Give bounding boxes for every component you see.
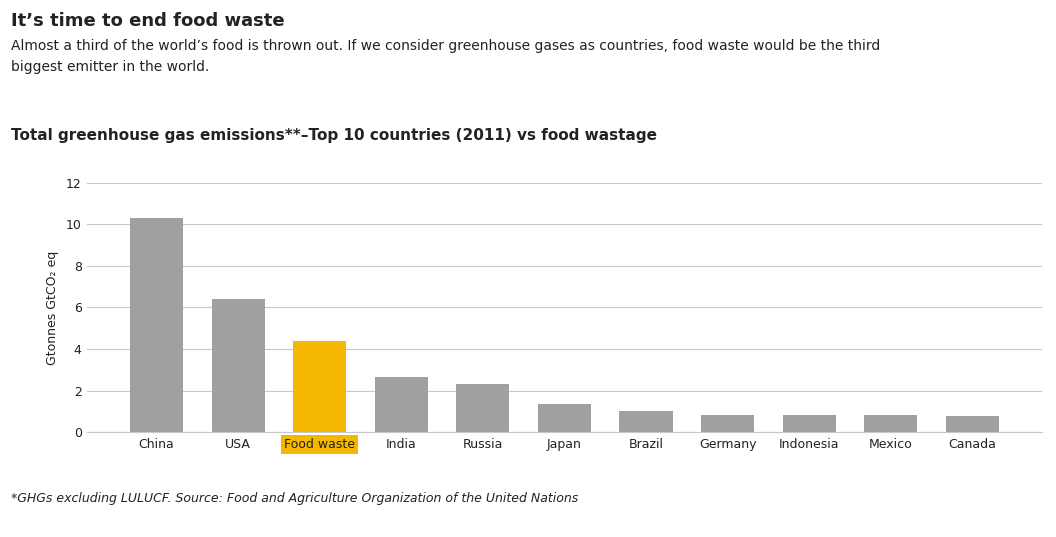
Text: *GHGs excluding LULUCF. Source: Food and Agriculture Organization of the United : *GHGs excluding LULUCF. Source: Food and… — [11, 492, 578, 505]
Bar — [375, 377, 428, 432]
Bar — [538, 404, 591, 432]
Bar — [782, 415, 835, 432]
Text: Total greenhouse gas emissions**–Top 10 countries (2011) vs food wastage: Total greenhouse gas emissions**–Top 10 … — [11, 128, 657, 143]
Y-axis label: Gtonnes GtCO₂ eq: Gtonnes GtCO₂ eq — [45, 250, 59, 365]
Bar — [456, 384, 509, 432]
Bar — [701, 415, 754, 432]
Bar — [864, 415, 918, 432]
Bar — [620, 411, 673, 432]
Bar — [211, 299, 265, 432]
Bar — [130, 218, 183, 432]
Bar — [946, 416, 999, 432]
Text: It’s time to end food waste: It’s time to end food waste — [11, 12, 284, 30]
Text: biggest emitter in the world.: biggest emitter in the world. — [11, 60, 209, 74]
Text: Almost a third of the world’s food is thrown out. If we consider greenhouse gase: Almost a third of the world’s food is th… — [11, 39, 880, 53]
Bar — [294, 340, 346, 432]
